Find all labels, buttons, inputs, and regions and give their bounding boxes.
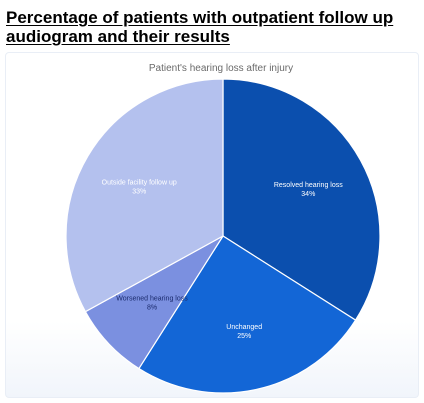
pie-slice-resolved-hearing-loss [222,78,381,321]
slice-category-label: Unchanged [226,324,262,331]
pie-slice-outside-facility-follow-up [65,78,224,313]
slice-value-label: 34% [301,191,315,198]
slice-category-label: Resolved hearing loss [274,182,343,189]
slice-value-label: 25% [237,333,251,340]
slice-category-label: Worsened hearing loss [116,296,188,303]
pie-labels: Resolved hearing loss 34% Unchanged 25% Wors… [102,179,344,340]
pie-slices [65,78,381,394]
chart-title: Patient's hearing loss after injury [149,63,293,74]
slice-category-label: Outside facility follow up [102,179,177,186]
slice-label-unchanged: Unchanged 25% [226,324,262,340]
slice-value-label: 8% [147,305,157,312]
slice-label-resolved-hearing-loss: Resolved hearing loss 34% [274,182,343,198]
pie-slice-unchanged [138,235,357,394]
slice-label-worsened-hearing-loss: Worsened hearing loss 8% [116,296,188,312]
slice-label-outside-facility-follow-up: Outside facility follow up 33% [102,179,177,195]
chart-heading: Percentage of patients with outpatient f… [6,8,394,46]
slice-value-label: 33% [132,188,146,195]
